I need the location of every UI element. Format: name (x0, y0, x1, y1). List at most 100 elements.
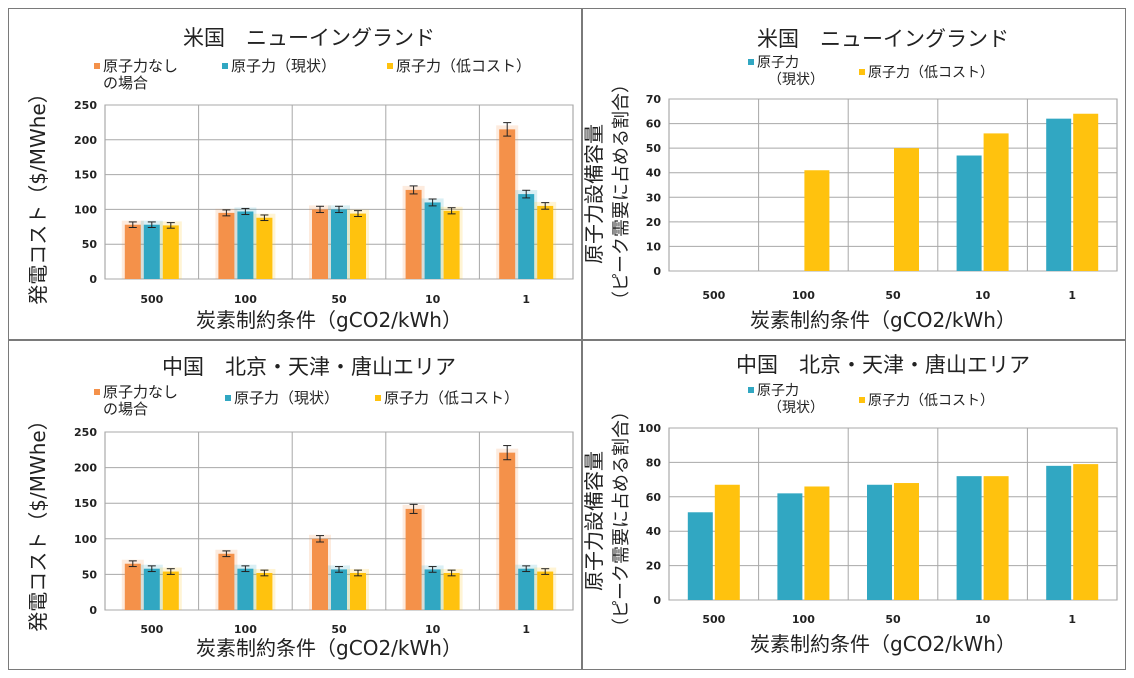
y-axis-label: 原子力設備容量 (583, 124, 606, 264)
legend-swatch (748, 387, 754, 393)
x-category-label: 1 (522, 623, 530, 636)
bar (537, 571, 554, 610)
chart-title: 中国 北京・天津・唐山エリア (162, 355, 456, 379)
legend-label: 原子力（低コスト） (868, 65, 994, 81)
bar (162, 225, 179, 279)
y-axis-label-line2: （ピーク需要に占める割合） (611, 75, 632, 309)
y-tick-label: 20 (646, 560, 662, 573)
bar (956, 155, 982, 271)
y-tick-label: 0 (89, 604, 97, 617)
y-tick-label: 200 (74, 134, 97, 147)
bar (312, 209, 328, 279)
bar (350, 572, 366, 610)
bar (143, 224, 160, 279)
bar (956, 476, 982, 600)
x-axis-label: 炭素制約条件（gCO2/kWh） (196, 636, 462, 660)
x-category-label: 10 (975, 613, 991, 626)
bar (983, 476, 1009, 600)
bar (499, 129, 516, 279)
y-tick-label: 200 (74, 462, 97, 475)
bar (1073, 113, 1099, 271)
x-axis-label: 炭素制約条件（gCO2/kWh） (196, 308, 462, 332)
legend-label-line2: の場合 (103, 400, 148, 418)
legend-label-line2: （現状） (768, 72, 824, 88)
y-tick-label: 150 (74, 169, 97, 182)
legend-swatch (748, 59, 754, 65)
bar (894, 148, 919, 271)
capacity-chart-beijing-tianjin-tangshan: 中国 北京・天津・唐山エリア 原子力 （現状） 原子力（低コスト） 0 20 40 60 80 1… (582, 340, 1126, 670)
legend-label: 原子力なし (103, 383, 178, 401)
x-category-label: 50 (331, 623, 347, 636)
bar (256, 217, 273, 279)
x-category-label: 100 (234, 623, 257, 636)
bar (424, 569, 441, 610)
y-tick-label: 250 (74, 99, 97, 112)
x-category-label: 1 (1068, 613, 1076, 626)
y-tick-label: 40 (646, 525, 662, 538)
y-tick-label: 50 (646, 142, 662, 155)
bar (237, 568, 254, 610)
legend-label: 原子力なし (103, 57, 178, 75)
x-category-label: 10 (975, 289, 991, 302)
legend-label: 原子力 (757, 55, 799, 71)
legend-swatch (94, 63, 100, 69)
bar (143, 568, 160, 610)
y-tick-label: 10 (646, 240, 662, 253)
bar (405, 508, 422, 610)
legend-swatch (222, 63, 228, 69)
y-axis-label: 原子力設備容量 (583, 451, 606, 591)
legend-label-line2: の場合 (103, 74, 148, 92)
y-tick-label: 150 (74, 497, 97, 510)
bar (218, 553, 235, 610)
cost-chart-new-england: 米国 ニューイングランド 原子力なし の場合 原子力（現状） 原子力（低コスト） 0 50 1… (8, 8, 582, 340)
bar (804, 170, 830, 271)
x-category-label: 100 (792, 613, 815, 626)
y-tick-label: 70 (646, 93, 662, 106)
bar (124, 563, 141, 610)
bar (443, 572, 460, 610)
legend-swatch (94, 389, 100, 395)
x-category-label: 1 (522, 293, 530, 306)
bar (867, 484, 892, 600)
legend-label: 原子力（低コスト） (868, 393, 994, 409)
y-tick-label: 100 (74, 533, 97, 546)
x-category-label: 500 (140, 623, 163, 636)
bar (1046, 465, 1072, 600)
cost-chart-beijing-tianjin-tangshan: 中国 北京・天津・唐山エリア原子力なし の場合 原子力（現状） 原子力（低コスト） 0 5… (8, 340, 582, 670)
y-tick-label: 40 (646, 167, 662, 180)
bar (331, 569, 347, 610)
y-axis-label-line2: （ピーク需要に占める割合） (611, 402, 632, 636)
x-category-label: 500 (702, 613, 725, 626)
legend-label: 原子力（現状） (231, 57, 336, 75)
x-category-label: 100 (234, 293, 257, 306)
legend-label: 原子力 (757, 383, 799, 399)
legend-label: 原子力（現状） (234, 389, 339, 407)
capacity-chart-new-england: 米国 ニューイングランド 原子力 （現状） 原子力（低コスト） 0 10 20 30 40 50 6… (582, 8, 1126, 340)
bar (777, 493, 803, 600)
legend-swatch (859, 397, 865, 403)
y-tick-label: 30 (646, 191, 662, 204)
x-category-label: 500 (140, 293, 163, 306)
y-tick-label: 100 (74, 203, 97, 216)
bar (162, 571, 179, 610)
chart-title: 中国 北京・天津・唐山エリア (736, 353, 1030, 377)
bar (443, 210, 460, 279)
x-category-label: 50 (885, 613, 901, 626)
bar (218, 212, 235, 279)
x-axis-label: 炭素制約条件（gCO2/kWh） (750, 632, 1016, 656)
x-category-label: 100 (792, 289, 815, 302)
y-tick-label: 0 (653, 265, 661, 278)
bar (424, 202, 441, 279)
y-tick-label: 0 (653, 594, 661, 607)
bar (518, 194, 535, 279)
bar (256, 572, 273, 610)
bar (237, 211, 254, 279)
bar (894, 483, 919, 600)
bar (405, 189, 422, 279)
y-tick-label: 50 (82, 238, 98, 251)
chart-title: 米国 ニューイングランド (757, 27, 1009, 51)
legend-label: 原子力（低コスト） (384, 389, 519, 407)
